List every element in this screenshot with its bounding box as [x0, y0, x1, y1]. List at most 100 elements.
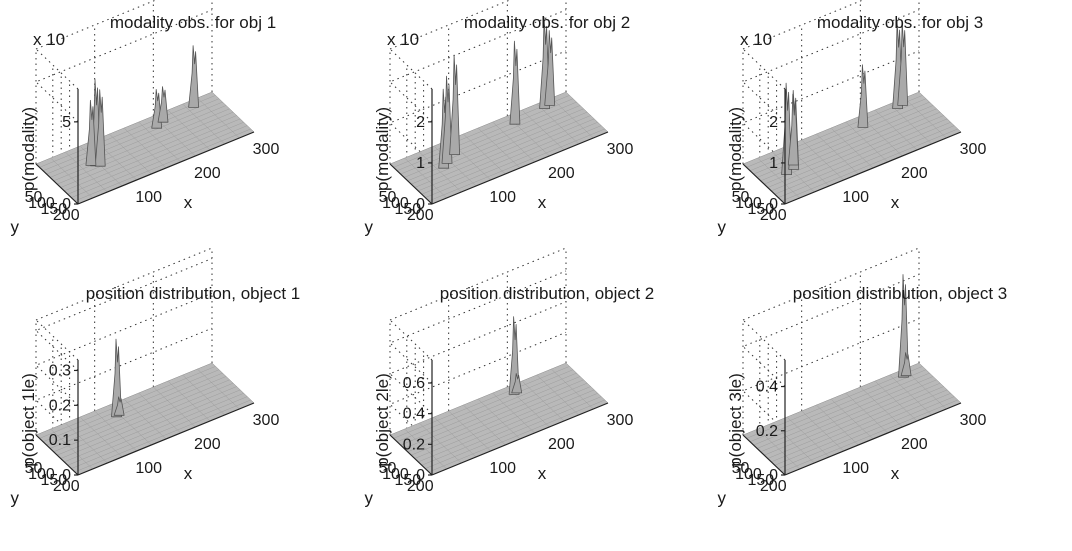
x-tick-label: 300	[253, 141, 280, 158]
mesh-line	[71, 125, 248, 198]
z-tick-label: 0.1	[49, 432, 71, 449]
panel-title: modality obs. for obj 1	[110, 13, 276, 32]
z-tick-label: 0.6	[403, 375, 425, 392]
y-axis-label: y	[717, 217, 726, 236]
z-tick-label: 0.3	[49, 362, 71, 379]
x-tick-label: 100	[489, 189, 516, 206]
z-axis-label: p(modality)	[19, 107, 38, 191]
surface-peak-6	[188, 45, 200, 108]
mesh-line	[197, 368, 240, 410]
panel-title: position distribution, object 2	[440, 284, 655, 303]
y-tick-label: 200	[53, 478, 80, 495]
surface-peak-1	[898, 274, 909, 378]
grid-top-left	[389, 48, 433, 90]
y-tick-label: 50	[25, 189, 43, 206]
panel-title: position distribution, object 3	[793, 284, 1008, 303]
mesh-line	[197, 97, 240, 139]
z-tick-label: 0.2	[756, 423, 778, 440]
x-axis-label: x	[184, 464, 193, 483]
y-tick-label: 150	[747, 472, 774, 489]
x-axis-label: x	[538, 464, 547, 483]
y-axis	[35, 434, 79, 476]
mesh-line	[889, 103, 932, 145]
x-tick-label: 300	[607, 141, 634, 158]
y-tick-label: 100	[382, 195, 409, 212]
mesh-line	[781, 399, 958, 473]
y-axis	[742, 163, 786, 205]
y-tick-label: 50	[25, 460, 43, 477]
z-tick-label: 0	[769, 196, 778, 213]
y-axis	[35, 163, 79, 205]
mesh-line	[889, 374, 932, 416]
x-tick-label: 100	[489, 460, 516, 477]
x-tick-label: 200	[548, 436, 575, 453]
surface-peak-5	[157, 86, 169, 123]
mesh-line	[536, 103, 579, 145]
y-tick-label: 100	[382, 466, 409, 483]
x-axis-label: x	[891, 193, 900, 212]
mesh-line	[492, 392, 535, 434]
grid-top-left	[742, 48, 786, 90]
mesh-line	[138, 392, 181, 434]
x-tick-label: 200	[194, 436, 221, 453]
x-tick-label: 200	[901, 165, 928, 182]
z-tick-label: 0	[62, 467, 71, 484]
panel-2: 01210020030050100150200xyp(modality)moda…	[364, 0, 633, 236]
y-tick-label: 150	[40, 472, 67, 489]
y-axis-label: y	[364, 488, 373, 507]
z-tick-label: 0	[416, 196, 425, 213]
z-tick-label: 2	[416, 114, 425, 131]
z-tick-label: 1	[769, 155, 778, 172]
y-axis	[389, 434, 433, 476]
mesh-line	[904, 97, 947, 139]
x-axis	[77, 131, 255, 205]
x-tick-label: 100	[135, 460, 162, 477]
mesh-line	[182, 374, 225, 416]
surface-peak-2	[94, 89, 106, 167]
panel-5: 00.20.40.610020030050100150200xyp(object…	[364, 247, 655, 507]
x-tick-label: 100	[842, 189, 869, 206]
y-axis-label: y	[10, 217, 19, 236]
mesh-line	[874, 109, 918, 151]
surface-peak-2	[441, 75, 453, 164]
surface-peak-3	[787, 93, 799, 166]
z-axis-label: p(modality)	[726, 107, 745, 191]
y-tick-label: 150	[394, 201, 421, 218]
mesh-line	[860, 386, 903, 428]
surface-peak-6	[897, 21, 909, 106]
mesh-line	[167, 380, 211, 422]
z-tick-label: 0.2	[403, 436, 425, 453]
z-axis-label: p(object 2le)	[373, 373, 392, 467]
y-tick-label: 200	[760, 478, 787, 495]
mesh-line	[778, 396, 955, 469]
surface-peak-3	[85, 99, 97, 166]
y-axis	[389, 163, 433, 205]
y-tick-label: 200	[53, 207, 80, 224]
surface-peak-4	[509, 40, 521, 125]
grid-top-left	[35, 48, 79, 90]
panel-4: 00.10.20.310020030050100150200xyp(object…	[10, 247, 300, 507]
y-tick-label: 50	[379, 460, 397, 477]
z-tick-label: 1	[416, 155, 425, 172]
z-tick-label: 0	[769, 467, 778, 484]
mesh-line	[874, 380, 918, 422]
surface-peak-2	[113, 396, 125, 416]
x-axis	[431, 131, 609, 205]
x-tick-label: 100	[135, 189, 162, 206]
surface-peak-2	[511, 373, 523, 394]
mesh-line	[138, 121, 181, 163]
mesh-line	[521, 380, 565, 422]
y-tick-label: 100	[28, 466, 55, 483]
y-tick-label: 200	[407, 478, 434, 495]
z-tick-label: 0.4	[756, 379, 778, 396]
x-axis	[77, 402, 255, 476]
z-scale-exponent: x 10	[740, 30, 772, 49]
z-scale-exponent: x 10	[387, 30, 419, 49]
grid-top-left	[35, 319, 79, 361]
mesh-line	[551, 97, 594, 139]
z-tick-label: 0	[62, 196, 71, 213]
z-axis-label: p(object 1le)	[19, 373, 38, 467]
y-axis-label: y	[717, 488, 726, 507]
x-axis	[784, 131, 962, 205]
